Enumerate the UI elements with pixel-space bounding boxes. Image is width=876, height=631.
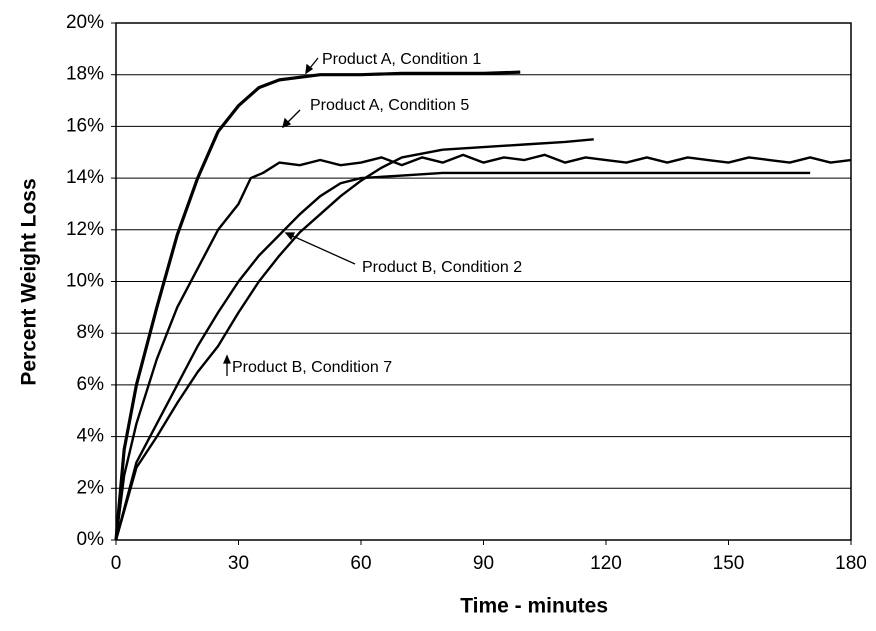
series-line [114,171,811,541]
x-axis-title: Time - minutes [460,595,608,618]
annotation: Product B, Condition 2 [362,259,522,276]
y-axis-title: Percent Weight Loss [18,178,41,385]
y-tick-label: 16% [66,115,104,136]
y-tick-label: 10% [66,271,104,292]
y-tick-label: 12% [66,219,104,240]
annotation: Product B, Condition 7 [232,359,392,376]
x-tick-label: 150 [713,553,745,574]
x-tick-label: 120 [590,553,622,574]
y-tick-label: 8% [77,322,105,343]
x-tick-label: 90 [473,553,494,574]
y-tick-label: 4% [77,426,105,447]
x-tick-label: 60 [350,553,371,574]
annotation: Product A, Condition 1 [322,51,481,68]
annotations [223,57,356,376]
annotation: Product A, Condition 5 [310,97,469,114]
arrow-head [282,117,292,129]
y-tick-label: 2% [77,477,105,498]
x-tick-label: 30 [228,553,249,574]
plot-frame [115,22,852,541]
y-tick-label: 14% [66,167,104,188]
y-tick-label: 0% [77,529,105,550]
x-tick-label: 180 [835,553,867,574]
plot: 0% 2% 4% 6% 8% 10% 12% 14% 16% 18% 20% 0 30 60 90 120 15… [66,12,867,574]
series-line [114,70,521,541]
series-line [114,138,594,541]
y-tick-label: 18% [66,64,104,85]
arrow-head [284,232,296,241]
x-tick-label: 0 [111,553,122,574]
series-line [114,153,852,541]
y-tick-label: 6% [77,374,105,395]
arrow-head [305,63,314,75]
arrow-head [223,354,231,364]
arrow [285,232,356,265]
y-tick-label: 20% [66,12,104,33]
